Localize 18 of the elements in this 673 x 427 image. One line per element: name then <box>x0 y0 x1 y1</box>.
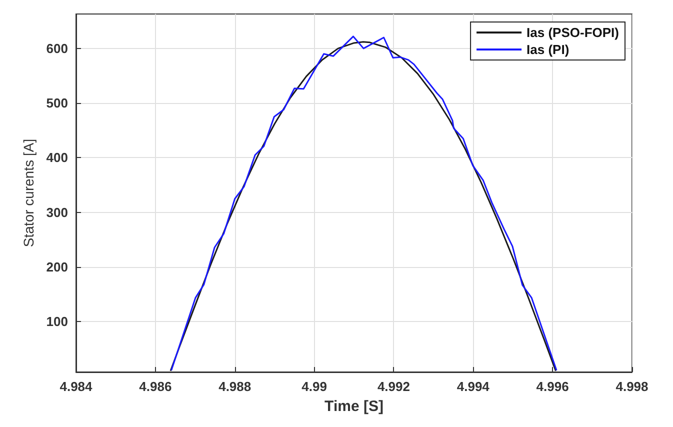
y-tick-label: 100 <box>46 314 68 330</box>
y-tick-label: 200 <box>46 260 68 275</box>
x-tick-label: 4.996 <box>536 379 569 394</box>
y-tick-label: 500 <box>46 96 68 111</box>
x-axis-title: Time [S] <box>324 398 384 415</box>
x-tick-label: 4.992 <box>377 379 410 394</box>
x-tick-label: 4.988 <box>218 379 252 394</box>
x-tick-label: 4.984 <box>60 379 94 394</box>
legend-label: Ias (PI) <box>526 42 570 57</box>
y-tick-label: 600 <box>46 40 68 56</box>
x-tick-label: 4.986 <box>139 379 172 394</box>
x-tick-label: 4.99 <box>302 379 327 394</box>
y-axis-title: Stator curents [A] <box>20 138 36 248</box>
y-tick-label: 300 <box>46 204 68 220</box>
x-tick-label: 4.994 <box>456 379 490 394</box>
legend-label: Ias (PSO-FOPI) <box>526 25 620 40</box>
y-tick-label: 400 <box>46 150 68 166</box>
x-tick-label: 4.998 <box>616 379 648 394</box>
